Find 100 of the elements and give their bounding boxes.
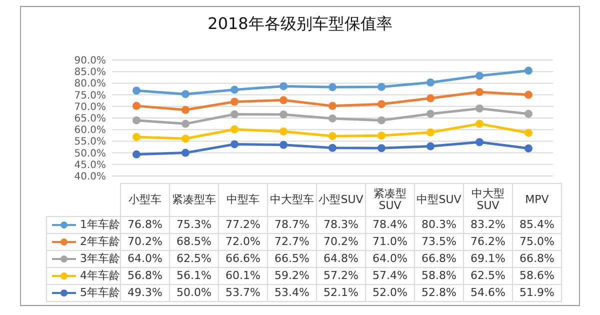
data-label: 56.1% xyxy=(170,268,218,284)
y-tick-label: 70.0% xyxy=(74,102,106,113)
point xyxy=(476,72,484,80)
point xyxy=(426,94,434,102)
data-label: 71.0% xyxy=(366,234,414,250)
data-label: 52.1% xyxy=(316,284,366,302)
legend-label: 4年车龄 xyxy=(80,269,120,282)
x-tick-label: 中型车 xyxy=(218,184,268,216)
x-tick-label: 小型车 xyxy=(120,184,170,216)
point xyxy=(524,144,532,152)
point xyxy=(328,144,336,152)
data-label: 57.2% xyxy=(316,268,366,284)
point xyxy=(132,133,140,142)
point xyxy=(132,150,140,158)
data-label: 68.5% xyxy=(170,234,218,250)
data-label: 57.4% xyxy=(366,268,414,284)
data-label: 73.5% xyxy=(414,234,464,250)
data-label: 66.5% xyxy=(268,250,316,268)
point xyxy=(230,86,238,94)
data-label: 60.1% xyxy=(218,268,268,284)
point xyxy=(328,83,336,92)
data-label: 75.3% xyxy=(170,216,218,234)
x-tick-label: MPV xyxy=(512,184,562,216)
point xyxy=(182,134,190,143)
legend-label: 2年车龄 xyxy=(80,235,120,248)
data-label: 58.6% xyxy=(512,268,562,284)
y-tick-label: 45.0% xyxy=(74,160,106,171)
data-label: 51.9% xyxy=(512,284,562,302)
data-label: 52.0% xyxy=(366,284,414,302)
legend-label: 1年车龄 xyxy=(80,218,120,231)
point xyxy=(230,140,238,148)
data-label: 58.8% xyxy=(414,268,464,284)
data-label: 76.8% xyxy=(120,216,170,234)
point xyxy=(280,110,288,119)
data-label: 53.7% xyxy=(218,284,268,302)
data-label: 78.3% xyxy=(316,216,366,234)
y-tick-label: 55.0% xyxy=(74,136,106,148)
point xyxy=(328,102,336,110)
y-tick-label: 40.0% xyxy=(74,172,106,182)
data-label: 66.8% xyxy=(512,250,562,268)
point xyxy=(426,142,434,150)
x-tick-label: 小型SUV xyxy=(316,184,366,216)
point xyxy=(524,128,532,137)
legend-label: 5年车龄 xyxy=(80,286,120,299)
data-label: 78.4% xyxy=(366,216,414,234)
data-label: 52.8% xyxy=(414,284,464,302)
x-tick-label: 紧凑型车 xyxy=(170,184,218,216)
point xyxy=(476,88,484,96)
data-label: 62.5% xyxy=(464,268,512,284)
point xyxy=(524,90,532,99)
chart-title: 2018年各级别车型保值率 xyxy=(206,14,394,35)
point xyxy=(230,110,238,118)
point xyxy=(476,120,484,128)
point xyxy=(378,82,386,91)
y-tick-label: 85.0% xyxy=(74,67,106,78)
data-label: 83.2% xyxy=(464,216,512,234)
x-tick-label: 中型SUV xyxy=(414,184,464,216)
data-label: 69.1% xyxy=(464,250,512,268)
point xyxy=(426,78,434,87)
y-tick-label: 65.0% xyxy=(74,114,106,124)
point xyxy=(476,138,484,146)
data-label: 85.4% xyxy=(512,216,562,234)
point xyxy=(182,106,190,114)
y-tick-label: 50.0% xyxy=(74,148,106,160)
point xyxy=(182,90,190,98)
point xyxy=(378,116,386,124)
point xyxy=(280,82,288,90)
point xyxy=(280,96,288,104)
data-label: 49.3% xyxy=(120,284,170,302)
point xyxy=(280,140,288,149)
point xyxy=(378,132,386,140)
data-label: 70.2% xyxy=(120,234,170,250)
y-tick-label: 80.0% xyxy=(74,78,106,90)
data-label: 59.2% xyxy=(268,268,316,284)
point xyxy=(328,114,336,122)
data-label: 78.7% xyxy=(268,216,316,234)
data-label: 72.0% xyxy=(218,234,268,250)
point xyxy=(182,120,190,128)
point xyxy=(230,98,238,106)
point xyxy=(524,110,532,118)
x-tick-label: 紧凑型SUV xyxy=(366,184,414,216)
y-tick-label: 90.0% xyxy=(74,56,106,66)
data-label: 64.0% xyxy=(366,250,414,268)
x-tick-label: 中大型SUV xyxy=(464,184,512,216)
x-tick-label: 中大型车 xyxy=(268,184,316,216)
point xyxy=(132,86,140,95)
data-label: 70.2% xyxy=(316,234,366,250)
data-label: 66.8% xyxy=(414,250,464,268)
data-label: 76.2% xyxy=(464,234,512,250)
point xyxy=(378,144,386,152)
point xyxy=(426,110,434,118)
point xyxy=(476,104,484,112)
point xyxy=(426,128,434,136)
point xyxy=(524,66,532,75)
point xyxy=(280,127,288,136)
data-label: 66.6% xyxy=(218,250,268,268)
data-label: 75.0% xyxy=(512,234,562,250)
data-label: 64.8% xyxy=(316,250,366,268)
data-label: 64.0% xyxy=(120,250,170,268)
data-label: 62.5% xyxy=(170,250,218,268)
